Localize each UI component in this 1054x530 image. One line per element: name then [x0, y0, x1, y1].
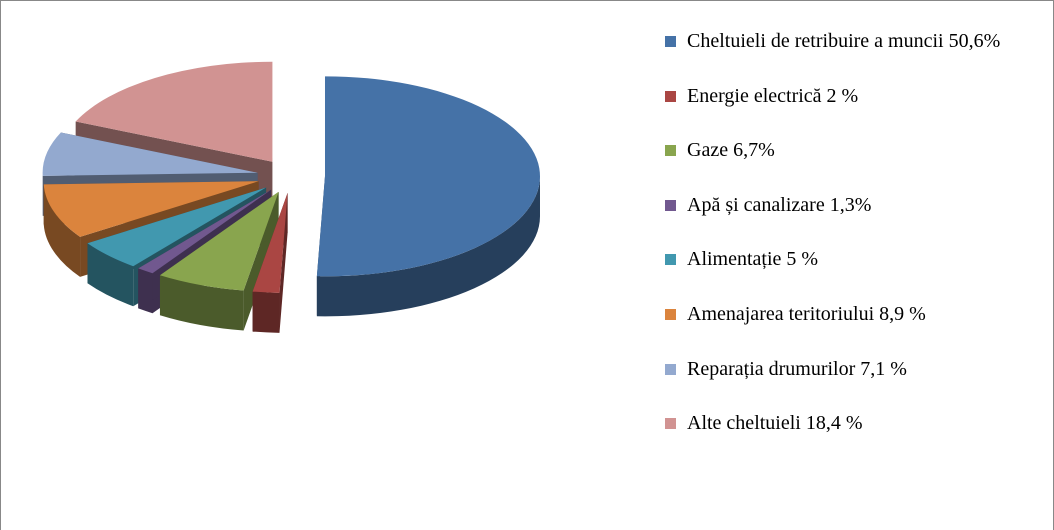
slice — [159, 191, 279, 331]
slice-top — [159, 191, 279, 291]
slice-rim — [252, 291, 280, 333]
legend-swatch — [665, 36, 676, 47]
slice-top — [316, 76, 540, 277]
legend-label: Gaze 6,7% — [687, 139, 775, 162]
legend-swatch — [665, 90, 676, 102]
legend-entry: Cheltuieli de retribuire a muncii 50,6% — [665, 27, 1040, 55]
slice-rim — [316, 176, 540, 317]
legend-label: Amenajarea teritoriului 8,9 % — [687, 303, 926, 325]
slice-rim — [138, 268, 153, 314]
legend-entry: Alte cheltuieli 18,4 % — [665, 409, 1040, 437]
legend-entry: Energie electrică 2 % — [665, 82, 1040, 110]
slice — [252, 192, 288, 333]
slice-rim — [159, 275, 244, 331]
pie-chart — [42, 61, 540, 333]
legend-swatch — [665, 418, 676, 430]
legend-swatch — [665, 199, 676, 211]
slice-top — [43, 181, 259, 237]
slice-top — [42, 132, 258, 176]
slice-rim — [43, 184, 81, 277]
legend-label: Cheltuieli de retribuire a muncii 50,6% — [687, 30, 1001, 52]
slice-top — [252, 192, 288, 293]
legend-label: Alte cheltuieli 18,4 % — [687, 412, 863, 435]
legend-entry: Alimentație 5 % — [665, 245, 1040, 273]
legend-entry: Apă și canalizare 1,3% — [665, 191, 1040, 219]
legend-label: Energie electrică 2 % — [687, 84, 859, 107]
legend-label: Apă și canalizare 1,3% — [687, 193, 872, 216]
legend-label: Reparația drumurilor 7,1 % — [687, 357, 907, 380]
slice-top — [138, 189, 272, 274]
legend-swatch — [665, 309, 676, 320]
legend-swatch — [665, 254, 676, 266]
slice-top — [75, 61, 273, 162]
legend-entry: Gaze 6,7% — [665, 136, 1040, 164]
legend-entry: Reparația drumurilor 7,1 % — [665, 355, 1040, 383]
slice-top — [87, 187, 267, 267]
slice — [316, 76, 540, 317]
legend-swatch — [665, 145, 676, 157]
legend-label: Alimentație 5 % — [687, 248, 819, 271]
legend-entry: Amenajarea teritoriului 8,9 % — [665, 300, 1040, 328]
legend-swatch — [665, 363, 676, 375]
slice-rim — [87, 243, 134, 307]
